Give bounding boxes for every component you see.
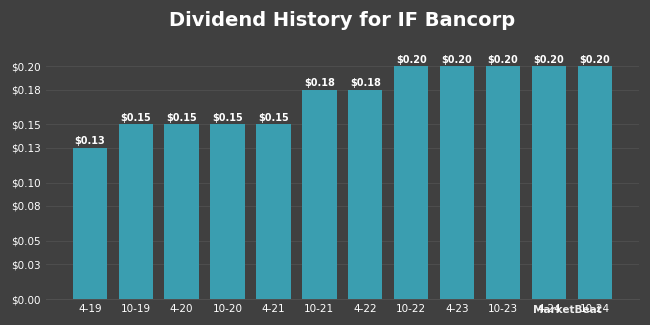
Bar — [211, 124, 245, 299]
Text: $0.18: $0.18 — [304, 78, 335, 88]
Text: $0.15: $0.15 — [120, 113, 151, 123]
Text: $0.20: $0.20 — [396, 55, 426, 65]
Bar — [256, 124, 291, 299]
Text: $0.15: $0.15 — [212, 113, 243, 123]
Text: $0.18: $0.18 — [350, 78, 381, 88]
Bar — [302, 90, 337, 299]
Text: $0.20: $0.20 — [441, 55, 473, 65]
Bar — [164, 124, 199, 299]
Text: $0.20: $0.20 — [488, 55, 518, 65]
Bar — [440, 66, 474, 299]
Bar — [577, 66, 612, 299]
Bar — [73, 148, 107, 299]
Bar — [532, 66, 566, 299]
Bar — [118, 124, 153, 299]
Text: $0.20: $0.20 — [534, 55, 564, 65]
Text: $0.15: $0.15 — [166, 113, 197, 123]
Text: MarketBeat: MarketBeat — [533, 305, 602, 315]
Bar — [348, 90, 382, 299]
Bar — [486, 66, 520, 299]
Text: $0.20: $0.20 — [579, 55, 610, 65]
Title: Dividend History for IF Bancorp: Dividend History for IF Bancorp — [169, 11, 515, 30]
Text: $0.15: $0.15 — [258, 113, 289, 123]
Bar — [394, 66, 428, 299]
Text: $0.13: $0.13 — [75, 136, 105, 146]
